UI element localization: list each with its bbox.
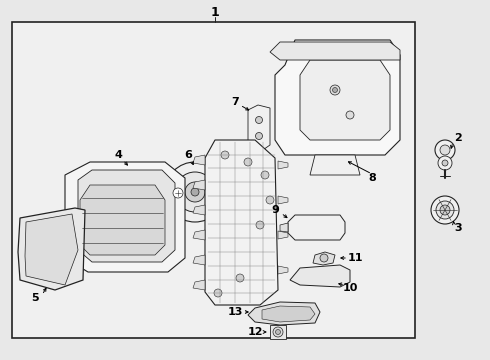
Text: 3: 3: [454, 223, 462, 233]
Circle shape: [165, 162, 225, 222]
Circle shape: [173, 188, 183, 198]
Circle shape: [244, 158, 252, 166]
Circle shape: [273, 327, 283, 337]
Text: 11: 11: [347, 253, 363, 263]
Polygon shape: [193, 180, 205, 190]
Polygon shape: [300, 60, 390, 140]
Circle shape: [256, 221, 264, 229]
Polygon shape: [278, 266, 288, 274]
Circle shape: [236, 274, 244, 282]
Polygon shape: [193, 155, 205, 165]
Circle shape: [431, 196, 459, 224]
Polygon shape: [193, 280, 205, 290]
Polygon shape: [248, 302, 320, 325]
Bar: [12, 22, 415, 338]
Text: 9: 9: [271, 205, 279, 215]
Circle shape: [442, 160, 448, 166]
Text: 4: 4: [114, 150, 122, 160]
Polygon shape: [275, 40, 400, 155]
Circle shape: [214, 289, 222, 297]
Circle shape: [435, 140, 455, 160]
Text: 6: 6: [184, 150, 192, 160]
Circle shape: [438, 156, 452, 170]
Circle shape: [333, 87, 338, 93]
Circle shape: [261, 171, 269, 179]
Text: 13: 13: [227, 307, 243, 317]
Circle shape: [440, 145, 450, 155]
Polygon shape: [80, 185, 165, 255]
Bar: [270, 325, 286, 339]
Circle shape: [255, 117, 263, 123]
Polygon shape: [262, 306, 315, 322]
Polygon shape: [270, 42, 400, 60]
Polygon shape: [288, 215, 345, 240]
Polygon shape: [248, 105, 270, 152]
Polygon shape: [278, 196, 288, 204]
Text: 10: 10: [343, 283, 358, 293]
Circle shape: [255, 132, 263, 140]
Circle shape: [266, 196, 274, 204]
Circle shape: [436, 201, 454, 219]
Circle shape: [191, 188, 199, 196]
Circle shape: [275, 329, 280, 334]
Polygon shape: [310, 155, 360, 175]
Circle shape: [330, 85, 340, 95]
Polygon shape: [245, 152, 270, 175]
Text: 5: 5: [31, 293, 39, 303]
Polygon shape: [193, 230, 205, 240]
Text: 2: 2: [454, 133, 462, 143]
Polygon shape: [78, 170, 175, 262]
Circle shape: [320, 254, 328, 262]
Circle shape: [346, 111, 354, 119]
Circle shape: [221, 151, 229, 159]
Polygon shape: [278, 231, 288, 239]
Polygon shape: [65, 162, 185, 272]
Text: 7: 7: [231, 97, 239, 107]
Text: 8: 8: [368, 173, 376, 183]
Polygon shape: [205, 140, 278, 305]
Polygon shape: [18, 208, 85, 290]
Text: 12: 12: [247, 327, 263, 337]
Polygon shape: [313, 252, 335, 265]
Polygon shape: [278, 161, 288, 169]
Circle shape: [440, 205, 450, 215]
Circle shape: [185, 182, 205, 202]
Polygon shape: [280, 223, 288, 232]
Polygon shape: [290, 265, 350, 287]
Text: 1: 1: [211, 5, 220, 18]
Polygon shape: [193, 205, 205, 215]
Circle shape: [175, 172, 215, 212]
Polygon shape: [25, 214, 78, 285]
Polygon shape: [193, 255, 205, 265]
